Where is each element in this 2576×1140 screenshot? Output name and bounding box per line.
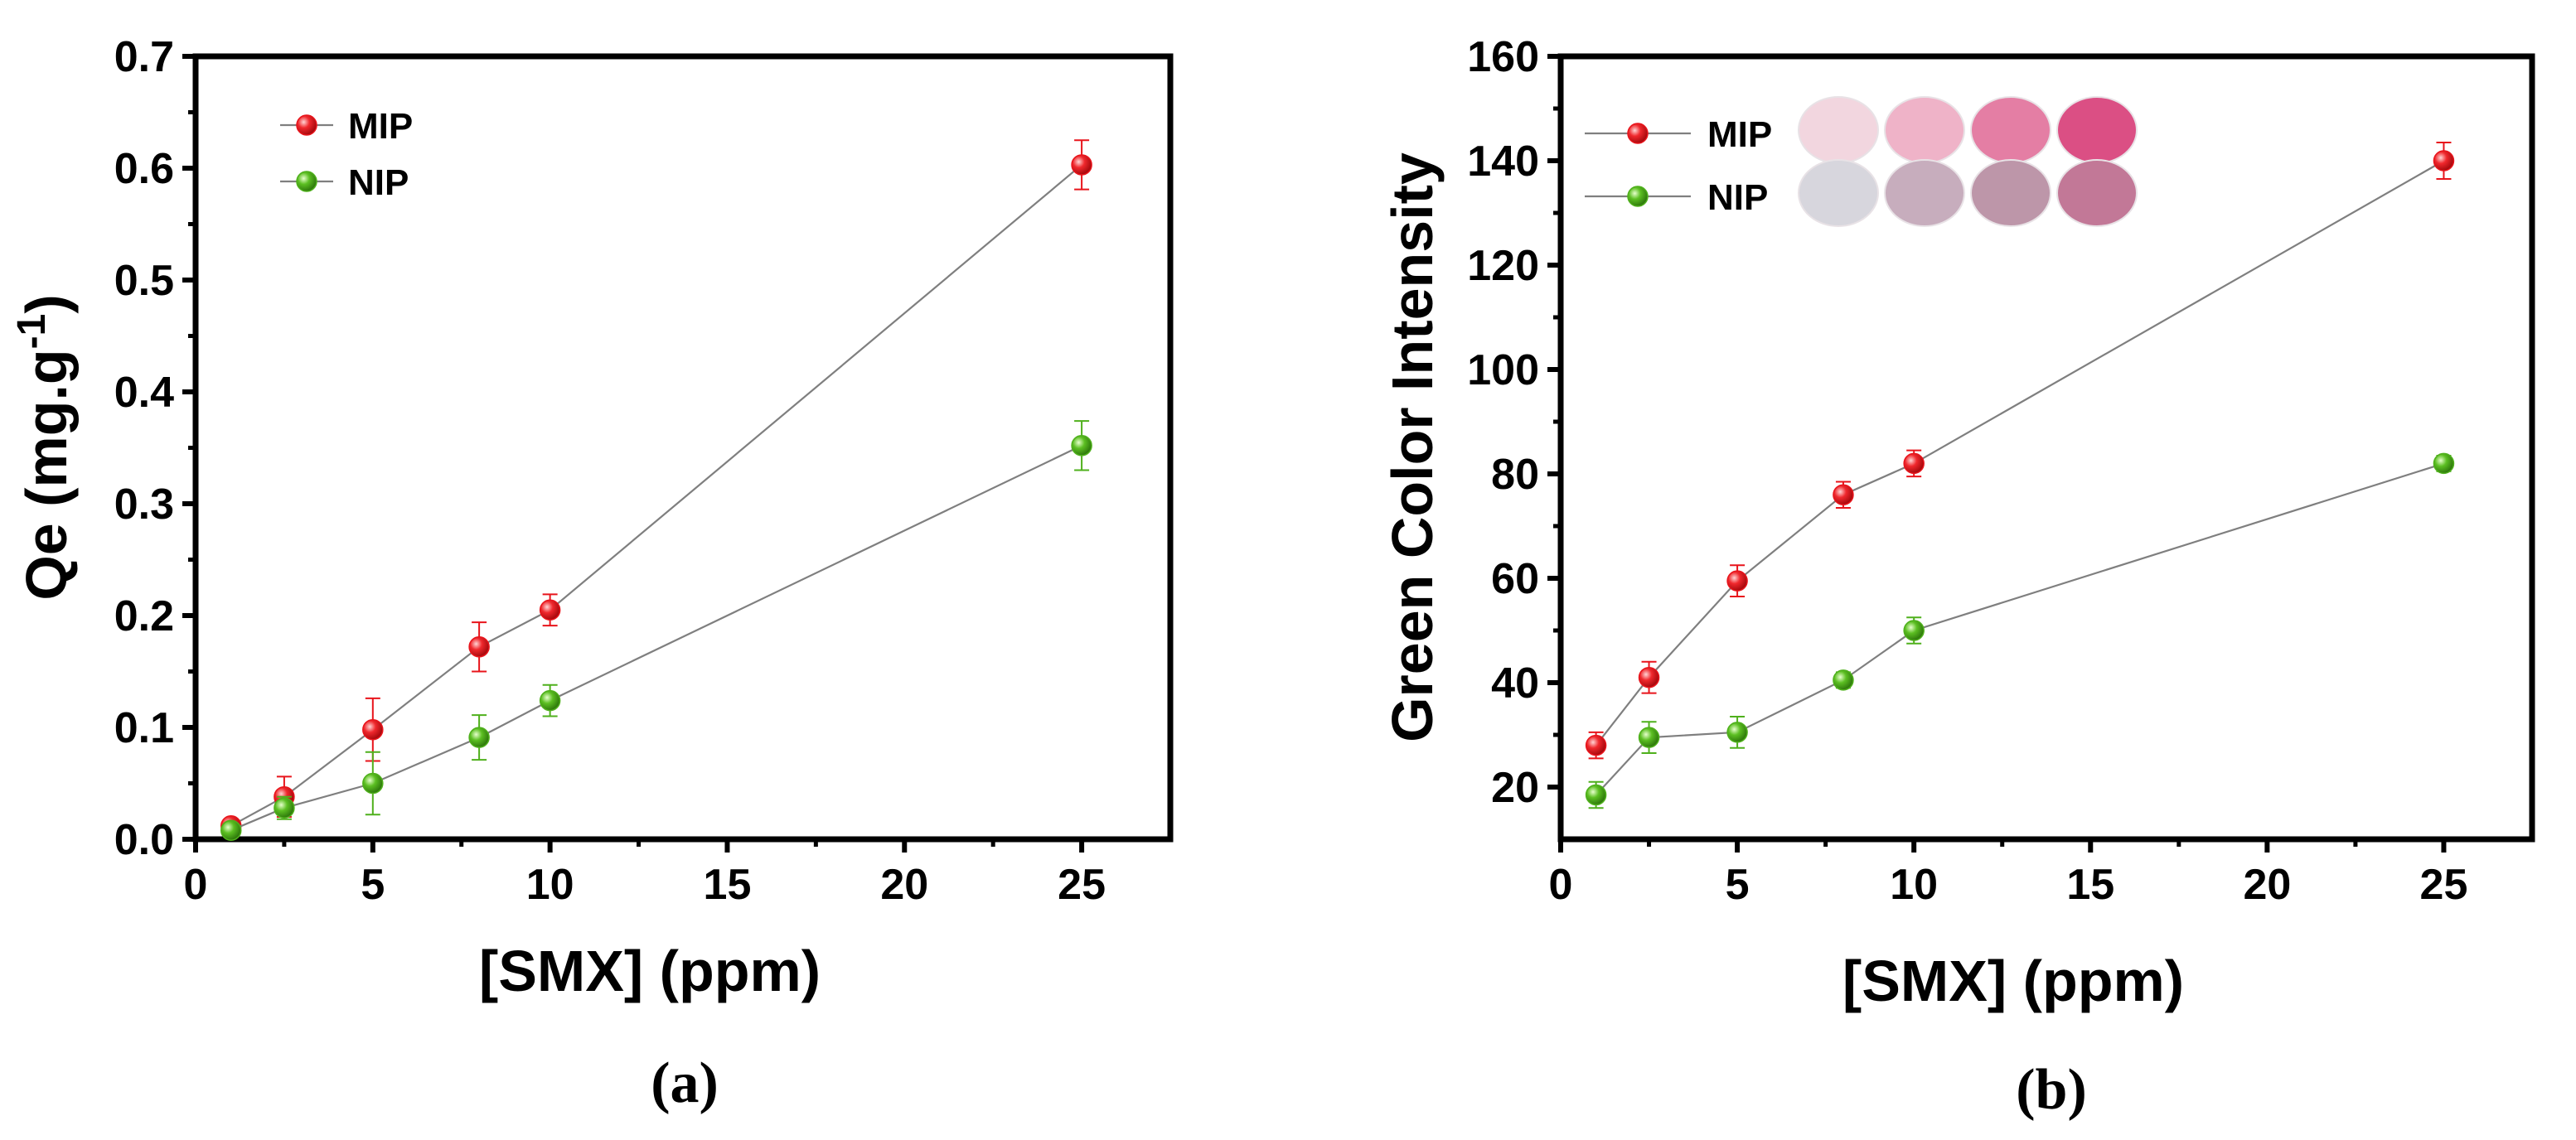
mip-legend-label: MIP [348,106,413,147]
y-axis-title-main: Qe (mg.g [14,349,79,600]
nip-legend-label: NIP [348,162,409,203]
nip-data-point [362,772,384,795]
plot-frame [1557,53,2535,843]
y-tick-label: 0.0 [114,816,174,864]
y-tick-label: 0.5 [114,257,174,305]
y-tick-label: 0.4 [114,369,174,417]
x-tick-label: 25 [2420,861,2468,909]
nip-series-line [1595,462,2444,796]
nip-data-point [220,819,242,841]
plot-frame [192,53,1174,843]
nip-data-point [2433,452,2455,475]
nip-legend-marker [296,171,317,192]
y-tick-label: 20 [1491,764,1539,812]
nip-color-swatch [1884,159,1965,227]
mip-color-swatch [1798,96,1879,164]
x-tick-label: 5 [361,861,385,909]
mip-series-line [230,164,1082,827]
nip-data-point [1638,727,1660,748]
nip-legend-marker [1627,186,1649,207]
x-tick-label: 15 [2066,861,2114,909]
panel-b-chart: 0 5 10 15 20 25 20 40 60 80 100 120 140 160 [SMX] (ppm… [1380,33,2535,1122]
y-axis-title-superscript: -1 [10,314,54,350]
nip-data-point [1726,722,1748,743]
y-tick-label: 0.1 [114,704,174,752]
y-tick-label: 100 [1467,346,1539,394]
x-tick-label: 20 [880,861,928,909]
y-tick-label: 0.2 [114,592,174,640]
mip-legend-entry: MIP [1585,114,1772,155]
mip-legend-entry: MIP [280,106,413,147]
x-axis-title: [SMX] (ppm) [1842,949,2184,1013]
mip-data-point [1903,452,1925,475]
y-tick-label: 0.7 [114,33,174,81]
y-tick-label: 40 [1491,659,1539,708]
nip-series-line [230,444,1082,832]
x-tick-label: 5 [1726,861,1750,909]
y-axis-title-close: ) [14,294,79,313]
y-tick-label: 0.6 [114,145,174,193]
nip-legend-entry: NIP [1585,177,1768,218]
nip-color-swatch [2056,159,2138,227]
nip-data-point [1071,435,1092,456]
nip-legend-label: NIP [1707,177,1768,218]
nip-legend-entry: NIP [280,162,409,203]
nip-data-point [1585,784,1607,806]
mip-data-point [1726,570,1748,592]
panel-label: (a) [651,1051,719,1115]
mip-color-swatch [2056,96,2138,164]
nip-data-point [1833,669,1854,691]
x-tick-label: 10 [1890,861,1938,909]
mip-color-swatch [1884,96,1965,164]
y-tick-label: 120 [1467,242,1539,290]
mip-data-point [539,599,561,621]
x-tick-label: 25 [1058,861,1106,909]
mip-series-line [1595,160,2445,746]
mip-data-point [468,636,490,658]
x-tick-label: 20 [2243,861,2291,909]
nip-data-point [274,797,295,819]
x-tick-label: 10 [526,861,574,909]
mip-data-point [1833,484,1854,505]
panel-a-chart: 0 5 10 15 20 25 0.0 0.1 0.2 0.3 0.4 0.5 0.6 0.7 [SMX] … [10,33,1174,1115]
y-tick-label: 140 [1467,138,1539,186]
mip-data-point [1071,154,1092,176]
nip-color-swatch [1798,159,1879,227]
y-axis-title: Qe (mg.g-1) [10,294,79,600]
y-tick-label: 60 [1491,555,1539,603]
nip-data-point [539,689,561,712]
x-tick-label: 15 [704,861,752,909]
y-axis-title: Green Color Intensity [1380,152,1445,742]
mip-color-swatch [1970,96,2051,164]
y-tick-label: 80 [1491,451,1539,499]
mip-legend-label: MIP [1707,114,1772,155]
nip-data-point [468,727,490,748]
mip-data-point [362,718,384,741]
nip-color-swatch [1970,159,2051,227]
mip-legend-marker [1627,123,1649,144]
y-tick-label: 160 [1467,33,1539,81]
x-tick-label: 0 [184,861,208,909]
mip-data-point [2433,150,2455,171]
mip-data-point [1638,666,1660,688]
mip-legend-marker [296,114,317,136]
mip-data-point [1585,734,1607,756]
nip-data-point [1903,620,1925,641]
y-axis-title-main: Green Color Intensity [1380,152,1445,742]
x-axis-title: [SMX] (ppm) [479,939,821,1003]
y-tick-label: 0.3 [114,481,174,529]
x-tick-label: 0 [1549,861,1573,909]
panel-label: (b) [2016,1058,2087,1122]
